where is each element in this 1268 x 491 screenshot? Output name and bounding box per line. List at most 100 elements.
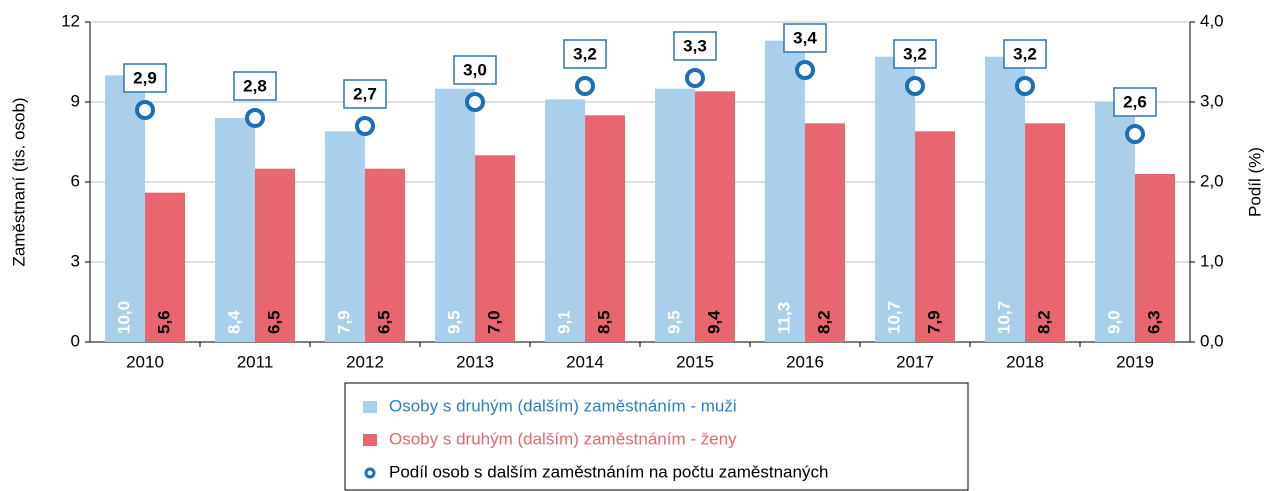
marker bbox=[355, 116, 375, 136]
bar bbox=[1025, 123, 1065, 342]
legend-swatch bbox=[363, 401, 377, 413]
value-label: 7,9 bbox=[334, 310, 353, 334]
bar bbox=[765, 40, 805, 343]
marker bbox=[135, 100, 155, 120]
bar bbox=[475, 155, 515, 342]
legend-swatch bbox=[363, 434, 377, 446]
bar bbox=[365, 168, 405, 342]
value-label: 3,0 bbox=[463, 60, 487, 79]
x-tick-label: 2014 bbox=[566, 352, 604, 371]
x-tick-label: 2016 bbox=[786, 352, 824, 371]
bar bbox=[915, 131, 955, 342]
x-tick-label: 2017 bbox=[896, 352, 934, 371]
y2-tick-label: 1,0 bbox=[1200, 251, 1224, 270]
value-label: 9,0 bbox=[1104, 310, 1123, 334]
marker bbox=[1015, 76, 1035, 96]
marker bbox=[685, 68, 705, 88]
value-label-box bbox=[673, 31, 717, 61]
marker bbox=[905, 76, 925, 96]
value-label: 10,7 bbox=[884, 301, 903, 334]
value-label: 9,1 bbox=[554, 310, 573, 334]
value-label: 2,9 bbox=[133, 68, 157, 87]
value-label: 6,5 bbox=[374, 310, 393, 334]
value-label: 2,8 bbox=[243, 76, 267, 95]
x-tick-label: 2011 bbox=[237, 352, 274, 371]
x-tick-label: 2012 bbox=[346, 352, 384, 371]
bar bbox=[145, 192, 185, 342]
value-label: 6,3 bbox=[1144, 310, 1163, 334]
marker bbox=[795, 60, 815, 80]
value-label: 10,0 bbox=[114, 301, 133, 334]
value-label: 8,4 bbox=[224, 310, 243, 334]
value-label-box bbox=[453, 55, 497, 85]
legend-label: Osoby s druhým (dalším) zaměstnáním - že… bbox=[389, 429, 737, 448]
bar bbox=[255, 168, 295, 342]
value-label: 8,5 bbox=[594, 310, 613, 334]
value-label: 3,2 bbox=[903, 44, 927, 63]
marker bbox=[575, 76, 595, 96]
value-label: 8,2 bbox=[814, 310, 833, 334]
value-label-box bbox=[343, 79, 387, 109]
value-label: 2,6 bbox=[1123, 92, 1147, 111]
bar bbox=[585, 115, 625, 342]
marker bbox=[465, 92, 485, 112]
marker bbox=[1125, 124, 1145, 144]
value-label-box bbox=[893, 39, 937, 69]
x-tick-label: 2010 bbox=[126, 352, 164, 371]
y2-tick-label: 3,0 bbox=[1200, 91, 1224, 110]
value-label: 2,7 bbox=[353, 84, 377, 103]
value-label: 7,0 bbox=[484, 310, 503, 334]
y-tick-label: 3 bbox=[71, 251, 80, 270]
value-label-box bbox=[233, 71, 277, 101]
value-label: 9,4 bbox=[704, 310, 723, 334]
y-tick-label: 9 bbox=[71, 91, 80, 110]
bar bbox=[435, 88, 475, 343]
bar bbox=[985, 56, 1025, 343]
bar bbox=[105, 75, 145, 342]
value-label: 6,5 bbox=[264, 310, 283, 334]
y2-tick-label: 2,0 bbox=[1200, 171, 1224, 190]
legend-label: Podíl osob s dalším zaměstnáním na počtu… bbox=[389, 462, 828, 481]
value-label-box bbox=[1003, 39, 1047, 69]
bar bbox=[1135, 174, 1175, 342]
value-label-box bbox=[123, 63, 167, 93]
y-tick-label: 0 bbox=[71, 331, 80, 350]
value-label: 7,9 bbox=[924, 310, 943, 334]
x-tick-label: 2019 bbox=[1116, 352, 1154, 371]
value-label-box bbox=[1113, 87, 1157, 117]
value-label-box bbox=[563, 39, 607, 69]
value-label: 11,3 bbox=[774, 302, 793, 334]
legend-box bbox=[344, 382, 969, 491]
bar bbox=[325, 131, 365, 342]
value-label-box bbox=[783, 23, 827, 53]
value-label: 8,2 bbox=[1034, 310, 1053, 334]
y2-tick-label: 4,0 bbox=[1200, 11, 1224, 30]
value-label: 9,5 bbox=[664, 310, 683, 334]
x-tick-label: 2018 bbox=[1006, 352, 1044, 371]
value-label: 3,2 bbox=[1013, 44, 1037, 63]
y2-axis-title: Podíl (%) bbox=[1245, 147, 1264, 217]
value-label: 3,2 bbox=[573, 44, 597, 63]
bar bbox=[215, 118, 255, 342]
value-label: 5,6 bbox=[154, 310, 173, 334]
bar bbox=[875, 56, 915, 343]
bar bbox=[655, 88, 695, 343]
bar bbox=[1095, 102, 1135, 342]
y-tick-label: 12 bbox=[61, 11, 80, 30]
value-label: 9,5 bbox=[444, 310, 463, 334]
x-tick-label: 2013 bbox=[456, 352, 494, 371]
legend-marker bbox=[364, 467, 376, 479]
legend-label: Osoby s druhým (dalším) zaměstnáním - mu… bbox=[389, 396, 737, 415]
x-tick-label: 2015 bbox=[676, 352, 714, 371]
y2-tick-label: 0,0 bbox=[1200, 331, 1224, 350]
y-axis-title: Zaměstnaní (tis. osob) bbox=[9, 97, 28, 266]
value-label: 3,3 bbox=[683, 36, 707, 55]
y-tick-label: 6 bbox=[71, 171, 80, 190]
bar bbox=[805, 123, 845, 342]
value-label: 3,4 bbox=[793, 28, 817, 47]
value-label: 10,7 bbox=[994, 301, 1013, 334]
bar bbox=[545, 99, 585, 342]
marker bbox=[245, 108, 265, 128]
bar bbox=[695, 91, 735, 342]
